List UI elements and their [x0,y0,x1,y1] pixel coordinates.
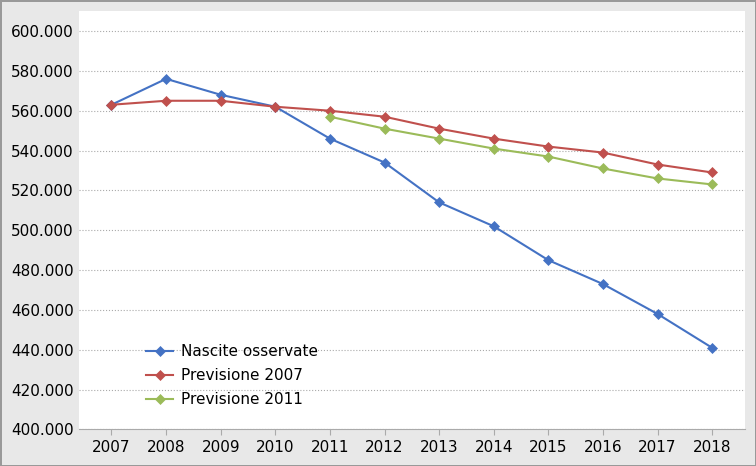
Previsione 2007 [162,98,171,103]
Previsione 2011 [380,126,389,131]
Nascite osservate [325,136,334,141]
Nascite osservate [380,160,389,165]
Nascite osservate [162,76,171,82]
Previsione 2007 [708,170,717,175]
Nascite osservate [599,281,608,287]
Legend: Nascite osservate, Previsione 2007, Previsione 2011: Nascite osservate, Previsione 2007, Prev… [140,338,324,413]
Previsione 2011 [325,114,334,119]
Nascite osservate [544,257,553,263]
Nascite osservate [271,104,280,110]
Previsione 2007 [599,150,608,155]
Nascite osservate [107,102,116,108]
Previsione 2007 [107,102,116,108]
Previsione 2007 [653,162,662,167]
Previsione 2007 [489,136,498,141]
Previsione 2011 [544,154,553,159]
Previsione 2011 [708,182,717,187]
Nascite osservate [216,92,225,97]
Previsione 2007 [435,126,444,131]
Nascite osservate [653,311,662,317]
Previsione 2007 [544,144,553,150]
Previsione 2007 [325,108,334,114]
Line: Previsione 2011: Previsione 2011 [327,113,716,188]
Previsione 2011 [599,166,608,171]
Previsione 2011 [489,146,498,151]
Previsione 2011 [653,176,662,181]
Line: Nascite osservate: Nascite osservate [108,75,716,351]
Previsione 2007 [380,114,389,119]
Previsione 2007 [271,104,280,110]
Nascite osservate [435,199,444,205]
Line: Previsione 2007: Previsione 2007 [108,97,716,176]
Previsione 2007 [216,98,225,103]
Nascite osservate [489,224,498,229]
Nascite osservate [708,345,717,350]
Previsione 2011 [435,136,444,141]
